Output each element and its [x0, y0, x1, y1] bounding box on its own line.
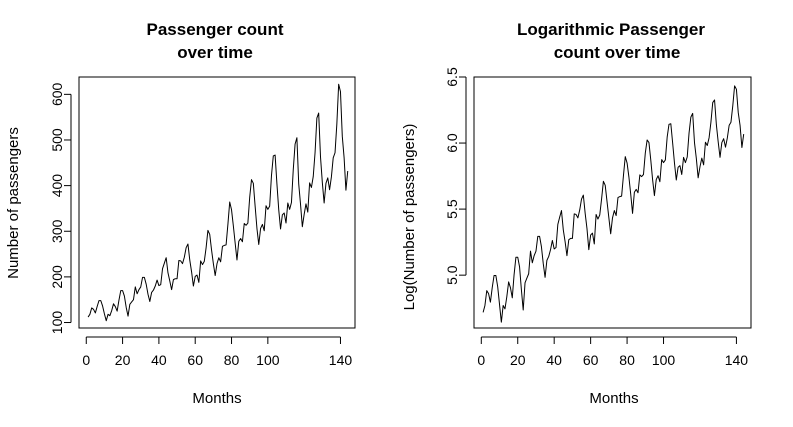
chart-log-passenger-count: Logarithmic Passenger count over time Mo… — [401, 20, 752, 407]
plot-frame — [78, 76, 356, 329]
x-tick-label: 80 — [619, 352, 635, 368]
y-tick-label: 600 — [49, 82, 65, 106]
x-tick-label: 0 — [477, 352, 485, 368]
y-tick-label: 100 — [49, 311, 65, 335]
y-axis-label: Number of passengers — [5, 127, 22, 279]
x-tick-label: 20 — [115, 352, 131, 368]
x-tick-label: 80 — [224, 352, 240, 368]
chart-title-line-1: Passenger count — [147, 20, 284, 39]
x-tick-label: 60 — [187, 352, 203, 368]
y-tick-label: 300 — [49, 219, 65, 243]
series-line — [482, 85, 745, 323]
x-tick-label: 100 — [256, 352, 280, 368]
x-tick-label: 40 — [151, 352, 167, 368]
chart-passenger-count: Passenger count over time Months Number … — [5, 20, 356, 407]
x-axis-label: Months — [192, 390, 241, 407]
y-tick-label: 500 — [49, 128, 65, 152]
y-tick-label: 6.0 — [444, 133, 460, 153]
x-tick-label: 100 — [652, 352, 676, 368]
x-tick-label: 60 — [583, 352, 599, 368]
y-tick-label: 5.5 — [444, 199, 460, 219]
x-tick-label: 20 — [510, 352, 526, 368]
y-tick-label: 400 — [49, 174, 65, 198]
series-line — [87, 83, 349, 322]
y-axis-label: Log(Number of passengers) — [401, 124, 418, 311]
chart-title-line-2: count over time — [554, 43, 681, 62]
marks: 0 20 40 60 80 100 140 100 200 300 400 500 600 — [49, 82, 352, 368]
x-tick-label: 140 — [329, 352, 353, 368]
x-tick-label: 140 — [725, 352, 749, 368]
y-tick-label: 6.5 — [444, 67, 460, 87]
plot-frame — [473, 76, 752, 329]
y-tick-label: 200 — [49, 265, 65, 289]
y-tick-label: 5.0 — [444, 265, 460, 285]
x-axis-label: Months — [589, 390, 638, 407]
x-tick-label: 0 — [82, 352, 90, 368]
marks: 0 20 40 60 80 100 140 5.0 5.5 6.0 6.5 — [444, 67, 748, 368]
chart-title-line-2: over time — [177, 43, 253, 62]
chart-title-line-1: Logarithmic Passenger — [517, 20, 705, 39]
x-tick-label: 40 — [546, 352, 562, 368]
